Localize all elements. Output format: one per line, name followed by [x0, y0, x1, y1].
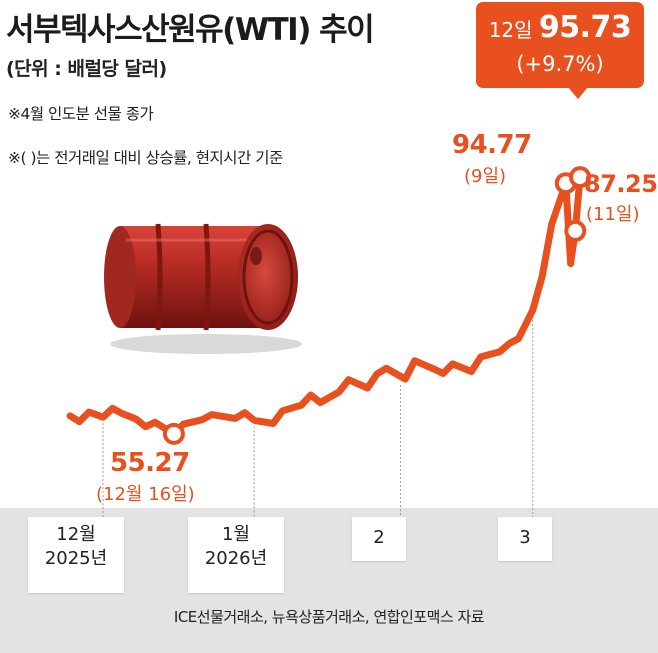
x-tick-march: 3 — [498, 517, 552, 561]
data-point — [517, 336, 521, 340]
x-tick-january: 1월 2026년 — [188, 517, 284, 593]
x-tick-year: 2026년 — [204, 548, 268, 569]
data-point — [210, 413, 214, 417]
data-point — [233, 416, 237, 420]
x-tick-year: 2025년 — [44, 548, 108, 569]
wti-price-series-line — [66, 173, 584, 438]
note-change-rate: ※( )는 전거래일 대비 상승률, 현지시간 기준 — [8, 149, 283, 167]
data-point — [309, 393, 313, 397]
data-point — [153, 420, 157, 424]
data-point — [498, 350, 502, 354]
low-date-label: (12월 16일) — [96, 484, 195, 505]
data-point — [366, 386, 369, 390]
latest-price-callout: 12일 95.73 (+9.7%) — [476, 2, 644, 88]
callout-pointer — [568, 87, 588, 99]
data-point — [413, 359, 417, 363]
data-point — [281, 409, 284, 413]
data-point — [134, 417, 138, 421]
data-point — [243, 411, 247, 415]
data-point — [550, 222, 554, 226]
data-point — [318, 401, 322, 405]
data-point — [531, 308, 535, 312]
x-tick-label: 12월 — [56, 524, 96, 545]
data-point — [540, 274, 544, 278]
x-tick-label: 1월 — [221, 524, 250, 545]
x-tick-december: 12월 2025년 — [28, 517, 124, 593]
mar9-value-label: 94.77 — [452, 130, 532, 160]
data-point — [569, 262, 573, 266]
data-point — [299, 403, 303, 407]
mar11-value-label: 87.25 — [584, 170, 658, 198]
unit-label: (단위 : 배럴당 달러) — [6, 58, 167, 80]
data-point — [101, 415, 105, 419]
data-point — [111, 406, 114, 410]
data-point — [271, 422, 275, 426]
mar11-point-marker — [564, 219, 587, 242]
data-point — [144, 425, 148, 429]
data-point — [181, 422, 185, 426]
data-point — [337, 390, 341, 394]
data-point — [403, 377, 407, 381]
data-point — [384, 366, 388, 370]
callout-value: 95.73 — [538, 10, 632, 45]
mar9-date-label: (9일) — [464, 166, 507, 187]
data-point — [451, 362, 454, 366]
low-value-label: 55.27 — [110, 448, 190, 478]
data-point — [347, 378, 351, 382]
data-point — [375, 372, 379, 376]
data-point — [120, 411, 124, 415]
chart-title: 서부텍사스산원유(WTI) 추이 — [6, 12, 375, 48]
data-point — [252, 418, 256, 422]
callout-change: (+9.7%) — [516, 52, 604, 76]
data-point — [68, 414, 72, 418]
data-point — [432, 367, 436, 371]
data-point — [469, 369, 473, 373]
callout-day: 12일 — [488, 18, 533, 42]
data-point — [200, 418, 204, 422]
x-tick-february: 2 — [352, 517, 406, 561]
low-point-marker — [162, 422, 185, 445]
oil-barrel-icon — [104, 223, 302, 354]
data-point — [87, 410, 91, 414]
x-tick-label: 2 — [373, 527, 385, 548]
data-point — [507, 342, 511, 346]
data-point — [77, 420, 81, 424]
mar12-point-marker — [569, 166, 591, 189]
data-point — [479, 355, 483, 359]
mar11-date-label: (11일) — [586, 204, 640, 225]
x-tick-label: 3 — [519, 527, 531, 548]
source-note: ICE선물거래소, 뉴욕상품거래소, 연합인포맥스 자료 — [173, 608, 485, 626]
note-delivery: ※4월 인도분 선물 종가 — [8, 105, 154, 123]
data-point — [441, 371, 445, 375]
